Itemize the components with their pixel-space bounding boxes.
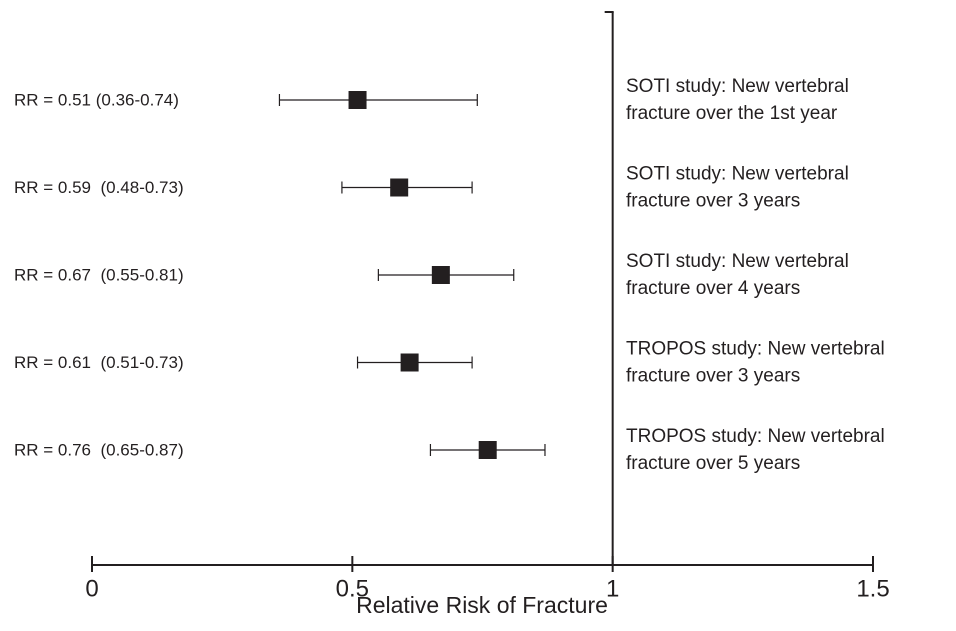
value-label: RR = 0.51 (0.36-0.74) bbox=[14, 90, 179, 109]
x-tick-label: 0 bbox=[85, 575, 98, 602]
category-label: fracture over 4 years bbox=[626, 278, 800, 299]
x-axis-label: Relative Risk of Fracture bbox=[356, 592, 608, 618]
x-tick-label: 1.5 bbox=[856, 575, 889, 602]
category-label: fracture over the 1st year bbox=[626, 103, 838, 124]
value-label: RR = 0.67 (0.55-0.81) bbox=[14, 265, 184, 284]
category-label: SOTI study: New vertebral bbox=[626, 76, 849, 97]
point-estimate bbox=[400, 353, 419, 372]
category-label: fracture over 5 years bbox=[626, 453, 800, 474]
point-estimate bbox=[348, 91, 367, 109]
category-label: TROPOS study: New vertebral bbox=[626, 426, 885, 447]
category-label: TROPOS study: New vertebral bbox=[626, 339, 885, 360]
category-label: fracture over 3 years bbox=[626, 191, 800, 212]
category-label: fracture over 3 years bbox=[626, 366, 800, 387]
point-estimate bbox=[478, 441, 497, 459]
value-label: RR = 0.76 (0.65-0.87) bbox=[14, 440, 184, 459]
x-tick-label: 1 bbox=[606, 575, 619, 602]
point-estimate bbox=[390, 178, 409, 197]
value-label: RR = 0.59 (0.48-0.73) bbox=[14, 178, 184, 197]
x-tick-label: 0.5 bbox=[336, 575, 369, 602]
category-label: SOTI study: New vertebral bbox=[626, 251, 849, 272]
category-label: SOTI study: New vertebral bbox=[626, 164, 849, 185]
point-estimate bbox=[431, 266, 450, 284]
value-label: RR = 0.61 (0.51-0.73) bbox=[14, 353, 184, 372]
